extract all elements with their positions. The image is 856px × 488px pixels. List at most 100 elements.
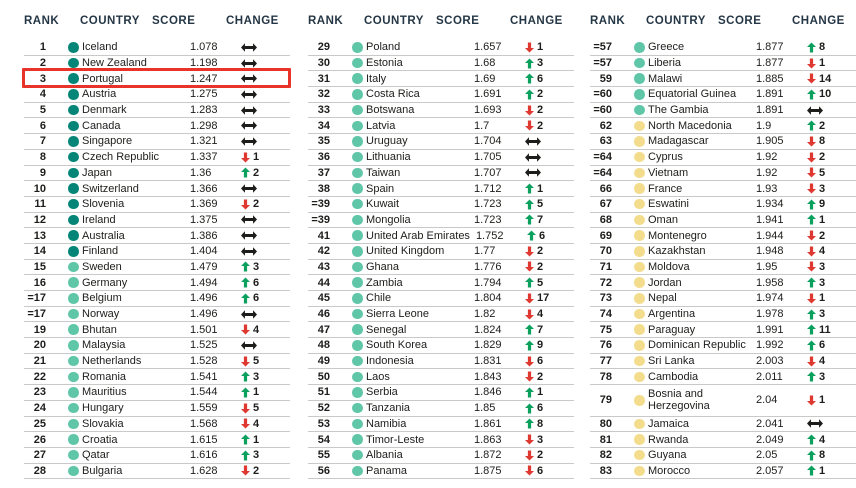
tier-dot-icon [332,434,366,445]
score-cell: 1.863 [474,433,502,446]
rank-cell: 25 [33,417,46,430]
score-cell: 1.386 [190,229,218,242]
score-cell: 2.057 [756,464,784,477]
tier-dot-icon [614,308,648,320]
change-cell: 1 [524,386,574,398]
score-cell: 2.041 [756,417,784,430]
country-name: Hungary [82,402,124,415]
change-amount: 7 [537,213,544,226]
no-change-arrow-icon [807,105,823,115]
country-name: Poland [366,41,401,54]
score-cell: 1.528 [190,355,218,368]
change-cell [240,137,290,146]
rank-cell: =17 [27,308,46,321]
change-cell: 1 [806,465,856,477]
country-name: Rwanda [648,433,689,446]
score-cell: 1.544 [190,386,218,399]
score-cell: 1.693 [474,104,502,117]
table-row: 27 Qatar 1.616 3 [24,448,290,464]
change-cell [240,90,290,99]
rank-cell: 35 [317,135,330,148]
tier-dot-icon [48,42,82,53]
table-row: 77 Sri Lanka 2.003 4 [590,354,856,370]
country-name: Zambia [366,276,403,289]
tier-dot-icon [332,246,366,257]
change-cell: 2 [806,230,856,242]
header-change: CHANGE [226,15,279,27]
rows-57-83: =57 Greece 1.877 8 =57 Liberia 1.877 1 59 Malawi 1… [590,40,856,480]
score-cell: 1.479 [190,260,218,273]
change-amount: 3 [253,370,260,383]
table-row: 23 Mauritius 1.544 1 [24,385,290,401]
no-change-arrow-icon [241,43,257,52]
rank-cell: 53 [317,417,330,430]
score-cell: 1.494 [190,276,218,289]
change-cell [240,309,290,319]
tier-dot-icon [614,340,648,351]
tier-dot-icon [614,324,648,335]
rank-cell: 68 [599,213,612,226]
up-arrow-icon [241,434,250,445]
rank-cell: 3 [39,72,46,85]
header-score: SCORE [152,15,196,27]
change-amount: 5 [253,402,260,415]
tier-dot-icon [332,402,366,414]
score-cell: 1.934 [756,198,784,211]
tier-dot-icon [332,42,366,53]
table-row: =17 Belgium 1.496 6 [24,291,290,307]
up-arrow-icon [807,450,816,461]
down-arrow-icon [807,395,816,406]
score-cell: 1.712 [474,182,502,195]
up-arrow-icon [241,167,250,178]
score-cell: 1.776 [474,260,502,273]
table-row: 13 Australia 1.386 [24,228,290,244]
country-name: Sweden [82,260,122,273]
change-amount: 1 [253,433,260,446]
tier-dot-icon [332,104,366,116]
header-country: COUNTRY [364,15,424,27]
change-cell [240,341,290,350]
tier-dot-icon [332,465,366,477]
change-amount: 4 [253,323,260,336]
table-row: =57 Greece 1.877 8 [590,40,856,56]
country-name: Nepal [648,292,677,305]
score-cell: 2.003 [756,355,784,368]
country-name: Croatia [82,433,118,446]
down-arrow-icon [807,293,816,304]
table-row: 9 Japan 1.36 2 [24,166,290,182]
change-cell: 3 [806,277,856,289]
up-arrow-icon [807,42,816,53]
change-cell [806,105,856,115]
tier-dot-icon [614,183,648,194]
table-header: RANK COUNTRY SCORE CHANGE [24,13,290,29]
country-name: Serbia [366,386,398,399]
country-name: Uruguay [366,135,408,148]
tier-dot-icon [614,151,648,163]
tier-dot-icon [48,246,82,257]
tier-dot-icon [332,293,366,304]
country-name: Eswatini [648,198,689,211]
up-arrow-icon [241,293,250,304]
rank-cell: 76 [599,339,612,352]
change-amount: 2 [537,245,544,258]
rank-cell: 46 [317,308,330,321]
table-row: 47 Senegal 1.824 7 [308,322,574,339]
country-name: New Zealand [82,57,147,70]
tier-dot-icon [48,308,82,320]
change-cell: 3 [240,371,290,383]
change-amount: 11 [819,323,831,336]
rank-cell: 47 [317,323,330,336]
change-cell: 6 [524,402,574,414]
tier-dot-icon [332,57,366,69]
score-cell: 1.283 [190,104,218,117]
rank-cell: 48 [317,339,330,352]
rank-cell: 13 [33,229,46,242]
change-cell: 5 [524,198,574,210]
table-row: 48 South Korea 1.829 9 [308,338,574,354]
table-header: RANK COUNTRY SCORE CHANGE [308,13,574,29]
score-cell: 1.991 [756,323,784,336]
table-row: 24 Hungary 1.559 5 [24,401,290,417]
country-name: Namibia [366,417,407,430]
table-row: 28 Bulgaria 1.628 2 [24,464,290,480]
table-row: 16 Germany 1.494 6 [24,275,290,291]
